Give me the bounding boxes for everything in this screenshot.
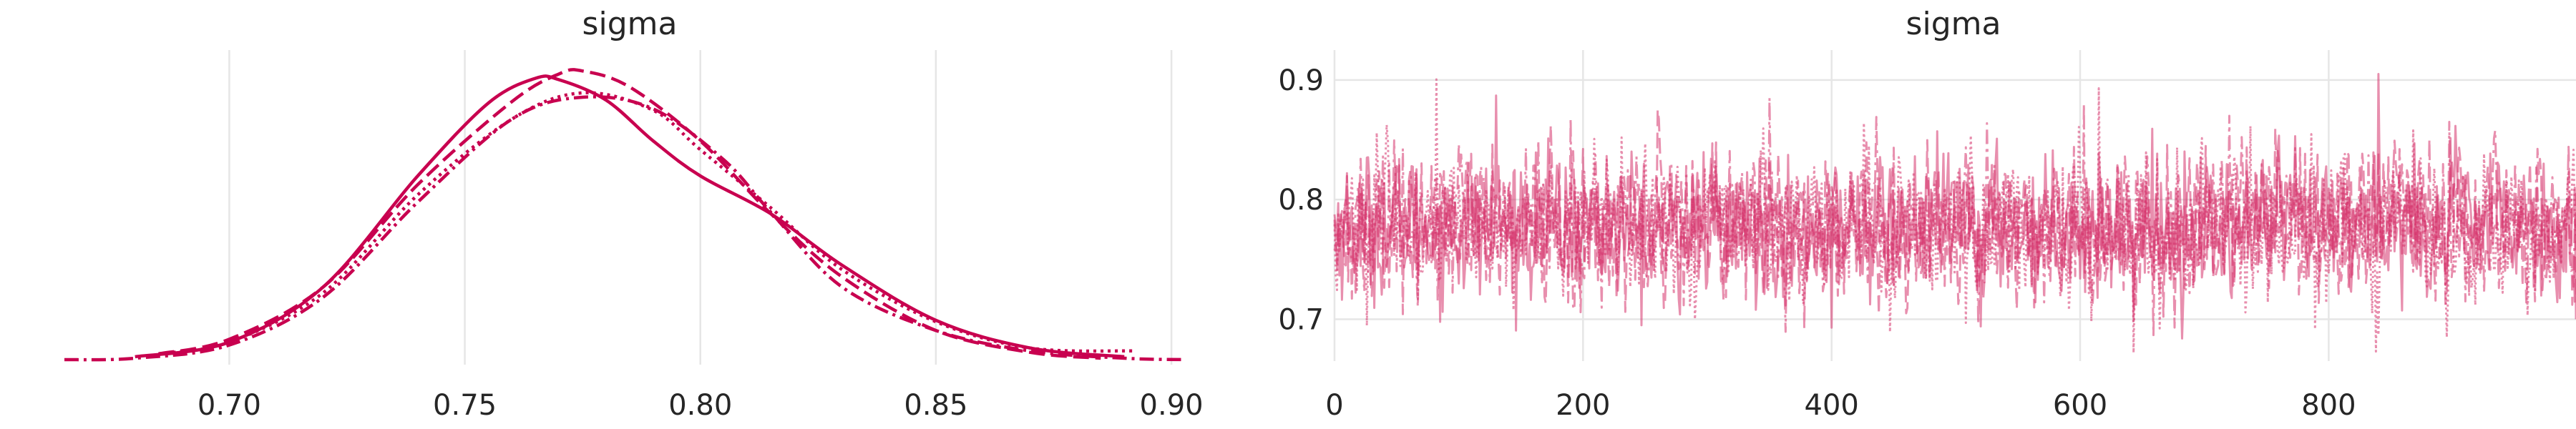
trace-x-ticks: 0 200 400 600 800 bbox=[1325, 389, 2356, 422]
trace-x-tick-label: 600 bbox=[2053, 389, 2107, 422]
density-title: sigma bbox=[582, 6, 678, 42]
trace-y-tick-label: 0.9 bbox=[1278, 64, 1324, 97]
density-x-tick-label: 0.80 bbox=[668, 389, 732, 422]
density-curve-dashed bbox=[158, 68, 1101, 360]
density-panel: sigma 0.70 0.75 0.80 0.85 0.90 bbox=[64, 6, 1204, 422]
trace-series bbox=[1333, 73, 2576, 354]
density-x-tick-label: 0.90 bbox=[1140, 389, 1204, 422]
density-curve-dotted bbox=[158, 91, 1134, 356]
trace-y-tick-label: 0.8 bbox=[1278, 184, 1324, 217]
trace-panel: sigma 0 200 400 600 800 0.7 0.8 0.9 bbox=[1278, 6, 2576, 422]
density-curves bbox=[64, 68, 1186, 362]
trace-x-tick-label: 400 bbox=[1805, 389, 1859, 422]
trace-y-tick-label: 0.7 bbox=[1278, 303, 1324, 336]
trace-y-ticks: 0.7 0.8 0.9 bbox=[1278, 64, 1324, 337]
trace-chain-solid bbox=[1333, 73, 2576, 340]
density-gridlines bbox=[228, 50, 1173, 365]
density-curve-solid bbox=[135, 74, 1125, 359]
density-x-tick-label: 0.85 bbox=[904, 389, 967, 422]
trace-x-tick-label: 800 bbox=[2301, 389, 2356, 422]
trace-x-tick-label: 0 bbox=[1325, 389, 1343, 422]
density-x-tick-label: 0.75 bbox=[433, 389, 497, 422]
trace-x-tick-label: 200 bbox=[1556, 389, 1610, 422]
trace-chain-dashdot bbox=[1333, 97, 2576, 337]
density-curve-dashdot bbox=[64, 95, 1186, 362]
trace-chain-dotted bbox=[1333, 78, 2576, 354]
trace-title: sigma bbox=[1906, 6, 2001, 42]
density-x-ticks: 0.70 0.75 0.80 0.85 0.90 bbox=[197, 389, 1204, 422]
density-x-tick-label: 0.70 bbox=[197, 389, 261, 422]
